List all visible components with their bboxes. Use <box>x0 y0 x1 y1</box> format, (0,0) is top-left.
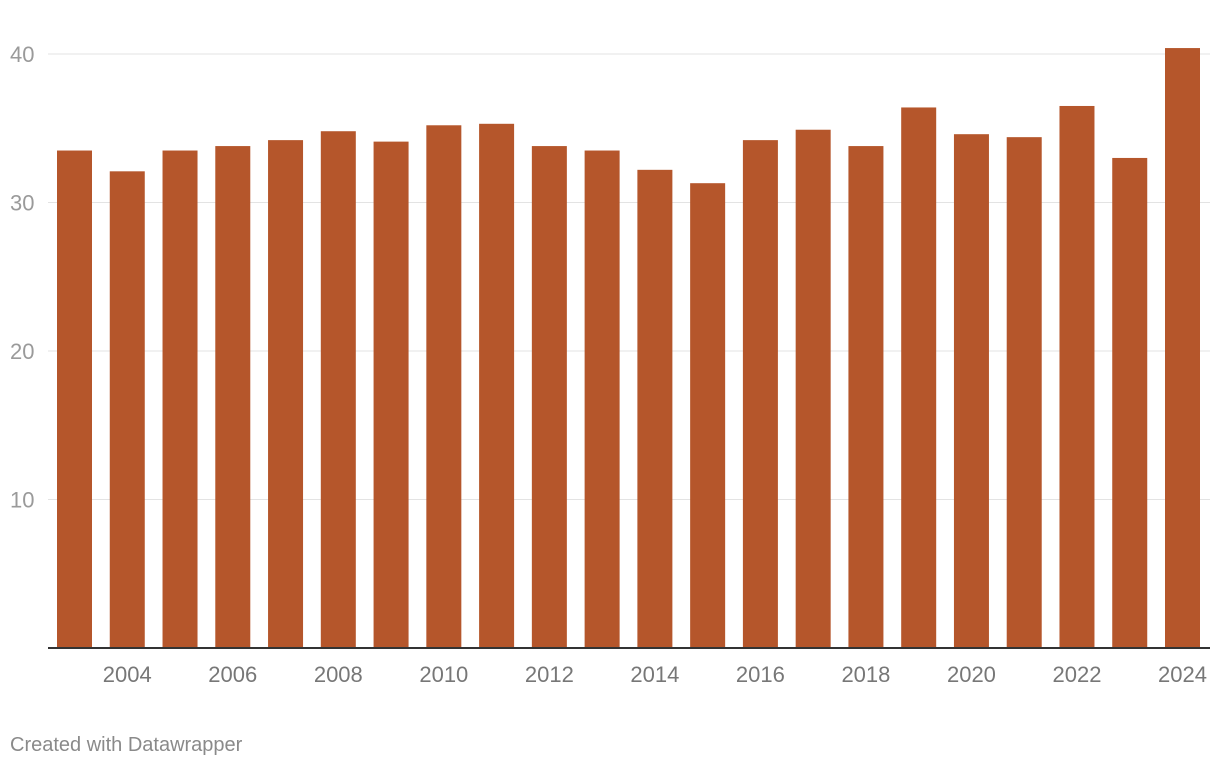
bar-2003 <box>57 150 92 648</box>
y-tick-label: 10 <box>10 488 34 513</box>
bar-2013 <box>584 150 620 648</box>
x-tick-label: 2018 <box>841 662 890 687</box>
x-tick-label: 2020 <box>947 662 996 687</box>
bar-2020 <box>953 134 989 648</box>
bar-2022 <box>1059 105 1095 649</box>
x-tick-label: 2004 <box>103 662 152 687</box>
y-tick-label: 20 <box>10 339 34 364</box>
x-tick-label: 2022 <box>1052 662 1101 687</box>
x-tick-label: 2010 <box>419 662 468 687</box>
bar-2024 <box>1165 48 1200 649</box>
bar-2006 <box>215 146 251 648</box>
y-tick-label: 30 <box>10 191 34 216</box>
x-tick-label: 2012 <box>525 662 574 687</box>
axes: 10 20 30 40 2004 2006 2008 2010 2012 2014 2016 2018… <box>10 42 1210 687</box>
bar-2015 <box>690 183 726 648</box>
bars <box>57 48 1200 649</box>
bar-2007 <box>268 140 304 648</box>
x-tick-label: 2014 <box>630 662 679 687</box>
bar-2009 <box>373 141 409 649</box>
x-tick-label: 2006 <box>208 662 257 687</box>
bar-2010 <box>426 125 462 648</box>
bar-2004 <box>109 171 145 648</box>
bar-2008 <box>320 131 356 649</box>
x-tick-label: 2024 <box>1158 662 1207 687</box>
bar-2012 <box>531 146 567 648</box>
bar-2017 <box>795 129 831 649</box>
x-tick-label: 2008 <box>314 662 363 687</box>
x-tick-label: 2016 <box>736 662 785 687</box>
footer-credit: Created with Datawrapper <box>10 734 243 756</box>
bar-2014 <box>637 169 673 648</box>
bar-2019 <box>901 107 937 648</box>
bar-2018 <box>848 146 884 648</box>
bar-2005 <box>162 150 198 648</box>
bar-2016 <box>742 140 778 648</box>
y-tick-label: 40 <box>10 42 34 67</box>
bar-2021 <box>1006 137 1042 648</box>
bar-2023 <box>1112 157 1148 648</box>
bar-2011 <box>479 123 515 649</box>
